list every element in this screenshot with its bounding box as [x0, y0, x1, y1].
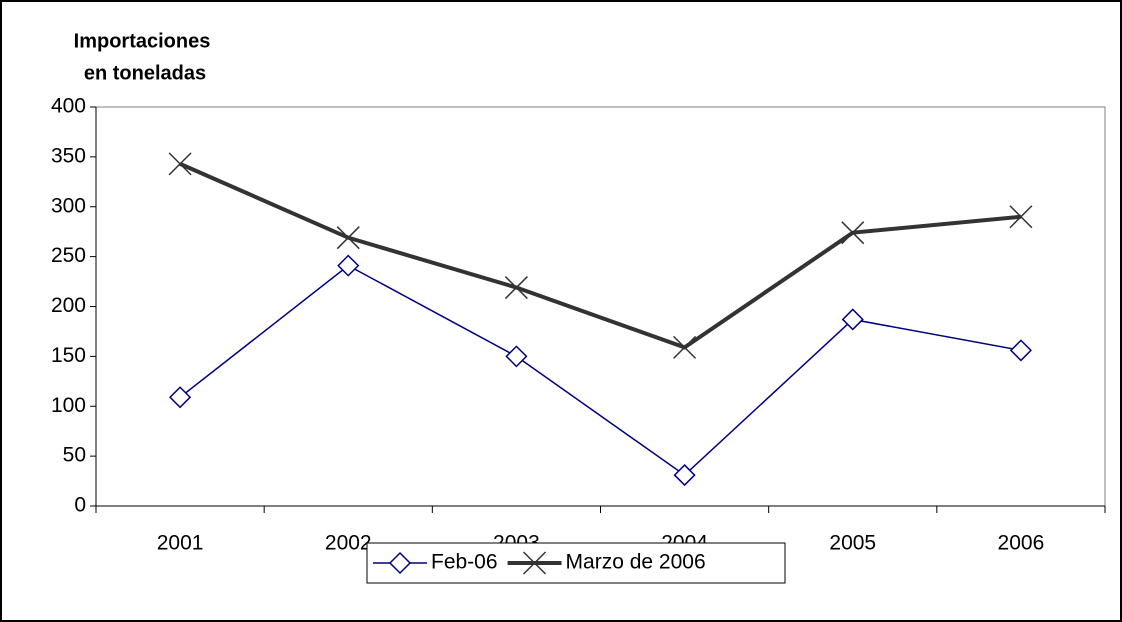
point-marker: [504, 276, 528, 300]
point-marker: [337, 254, 360, 277]
point-marker: [673, 464, 696, 487]
y-tick-label: 250: [51, 244, 86, 267]
point-marker: [505, 345, 528, 368]
y-tick-label: 350: [51, 144, 86, 167]
y-axis-label: Importaciones: [74, 30, 211, 52]
legend-box: [366, 542, 786, 584]
point-marker: [169, 386, 192, 409]
series-line: [179, 162, 1022, 350]
y-tick-label: 400: [51, 95, 86, 118]
x-tick-label: 2006: [998, 532, 1045, 555]
point-marker: [1009, 339, 1032, 362]
y-axis-label: en toneladas: [84, 62, 206, 84]
y-tick-label: 200: [51, 294, 86, 317]
series-line: [179, 264, 1022, 477]
point-marker: [336, 226, 360, 250]
point-marker: [1009, 205, 1033, 229]
point-marker: [841, 308, 864, 331]
legend-marker: [388, 551, 412, 575]
x-tick-label: 2001: [157, 532, 204, 555]
x-tick-label: 2005: [829, 532, 876, 555]
y-tick-label: 50: [63, 444, 86, 467]
y-tick-label: 150: [51, 344, 86, 367]
legend-label: Marzo de 2006: [566, 551, 706, 574]
legend-label: Feb-06: [431, 551, 498, 574]
y-tick-label: 100: [51, 394, 86, 417]
point-marker: [168, 152, 192, 176]
legend-marker: [523, 551, 547, 575]
point-marker: [673, 335, 697, 359]
y-tick-label: 300: [51, 194, 86, 217]
y-tick-label: 0: [74, 494, 86, 517]
x-tick-label: 2002: [325, 532, 372, 555]
point-marker: [841, 221, 865, 245]
